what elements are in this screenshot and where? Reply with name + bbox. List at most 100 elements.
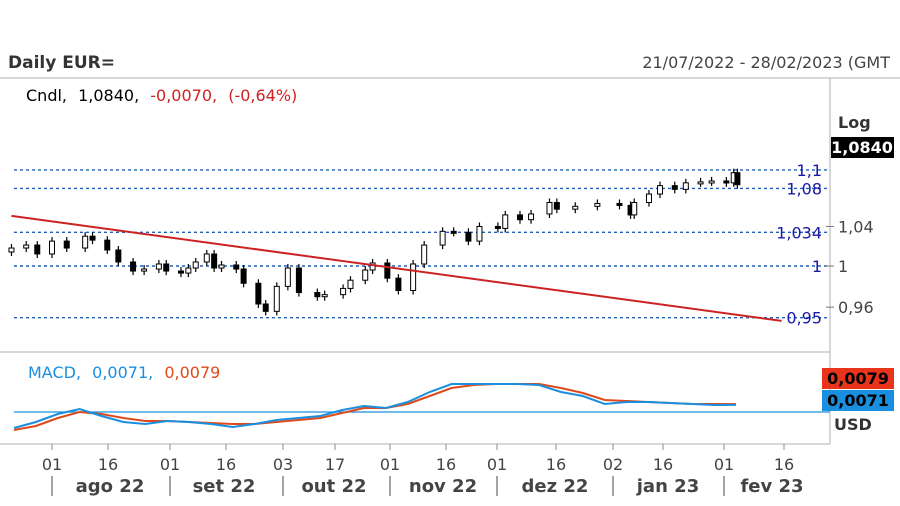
candle-body xyxy=(233,264,240,270)
candle-body xyxy=(369,262,376,271)
currency-label: USD xyxy=(834,415,872,434)
candle-body xyxy=(395,277,402,291)
macd-legend-name: MACD, xyxy=(28,363,81,382)
x-day-label: 01 xyxy=(714,455,734,474)
x-day-label: 16 xyxy=(436,455,456,474)
macd-line xyxy=(13,383,737,429)
candle-body xyxy=(23,244,30,249)
legend-last: 1,0840, xyxy=(78,86,139,105)
price-legend: Cndl, 1,0840, -0,0070, (-0,64%) xyxy=(26,86,297,105)
x-month-label: out 22 xyxy=(301,476,366,497)
chart-title: Daily EUR= xyxy=(8,53,115,73)
date-range: 21/07/2022 - 28/02/2023 (GMT xyxy=(642,53,890,72)
macd-legend-signal: 0,0079 xyxy=(164,363,220,382)
candle-body xyxy=(362,269,369,281)
legend-change: -0,0070, xyxy=(150,86,217,105)
candle-body xyxy=(697,181,704,185)
candle-body xyxy=(163,263,170,272)
candle-body xyxy=(63,240,70,249)
x-month-label: nov 22 xyxy=(409,476,477,497)
candle-body xyxy=(439,230,446,246)
price-tick-label: 1 xyxy=(838,257,848,276)
level-label: 1 xyxy=(812,257,822,276)
log-scale-label: Log xyxy=(838,113,871,132)
candle-body xyxy=(211,253,218,269)
x-day-label: 01 xyxy=(42,455,62,474)
macd-signal-tag xyxy=(822,368,894,389)
x-day-label: 03 xyxy=(273,455,293,474)
candle-body xyxy=(192,261,199,269)
candle-body xyxy=(295,267,302,294)
level-label: 1,034 xyxy=(776,223,822,242)
candle-body xyxy=(314,292,321,298)
candle-body xyxy=(177,270,184,274)
candle-body xyxy=(516,214,523,221)
x-day-label: 02 xyxy=(603,455,623,474)
x-day-label: 01 xyxy=(160,455,180,474)
x-day-label: 16 xyxy=(546,455,566,474)
candle-body xyxy=(130,261,137,272)
macd-legend: MACD, 0,0071, 0,0079 xyxy=(28,363,220,382)
candle-body xyxy=(185,267,192,274)
x-month-label: set 22 xyxy=(193,476,256,497)
last-price-tag-text: 1,0840 xyxy=(831,138,893,157)
candle-body xyxy=(502,214,509,229)
candle-body xyxy=(546,202,553,215)
legend-change-pct: (-0,64%) xyxy=(228,86,297,105)
candle-body xyxy=(155,263,162,270)
candle-body xyxy=(682,182,689,190)
level-label: 1,08 xyxy=(786,179,822,198)
candle-body xyxy=(708,180,715,184)
level-label: 1,1 xyxy=(797,161,822,180)
candle-body xyxy=(82,235,89,249)
x-month-label: dez 22 xyxy=(522,476,589,497)
last-price-tag xyxy=(831,137,894,158)
x-day-label: 16 xyxy=(216,455,236,474)
candle-body xyxy=(49,240,55,255)
level-label: 0,95 xyxy=(786,309,822,328)
legend-series: Cndl, xyxy=(26,86,67,105)
candle-body xyxy=(255,282,262,305)
macd-value-tag-text: 0,0071 xyxy=(827,391,889,410)
horizontal-levels: 1,11,08 1,034 1 0,95 xyxy=(14,161,828,328)
candle-body xyxy=(104,239,111,251)
x-day-label: 16 xyxy=(98,455,118,474)
x-day-label: 16 xyxy=(774,455,794,474)
candle-body xyxy=(671,185,678,190)
candle-body xyxy=(645,193,652,204)
candle-body xyxy=(528,213,535,221)
candle-body xyxy=(657,185,664,195)
candle-body xyxy=(723,180,730,184)
candle-body xyxy=(594,202,601,207)
price-tick-label: 0,96 xyxy=(838,298,874,317)
candle-body xyxy=(284,267,291,287)
x-day-label: 01 xyxy=(380,455,400,474)
macd-legend-value: 0,0071, xyxy=(92,363,153,382)
candle-body xyxy=(218,264,225,269)
candle-body xyxy=(553,202,560,210)
candle-body xyxy=(476,225,483,242)
candles xyxy=(8,168,741,316)
price-tick-label: 1,04 xyxy=(838,217,874,236)
x-axis: 01 16 01 16 03 17 01 16 01 16 02 16 01 16 ago 22 set 22… xyxy=(42,444,804,497)
x-day-label: 16 xyxy=(653,455,673,474)
candle-body xyxy=(203,253,210,263)
candle-body xyxy=(410,263,417,291)
candle-body xyxy=(8,247,15,253)
candle-body xyxy=(273,285,280,312)
candle-body xyxy=(734,172,741,186)
candle-body xyxy=(572,205,579,210)
candle-body xyxy=(384,262,391,279)
candle-body xyxy=(616,202,623,206)
price-axis-ticks: 1,04 1 0,96 xyxy=(826,217,874,317)
candle-body xyxy=(115,249,122,263)
trendline xyxy=(11,214,782,322)
candle-body xyxy=(340,287,347,296)
x-month-label: fev 23 xyxy=(740,476,803,497)
candle-body xyxy=(347,279,354,289)
candle-body xyxy=(89,235,96,241)
candle-body xyxy=(421,244,428,265)
x-day-label: 17 xyxy=(325,455,345,474)
candle-body xyxy=(262,303,269,312)
